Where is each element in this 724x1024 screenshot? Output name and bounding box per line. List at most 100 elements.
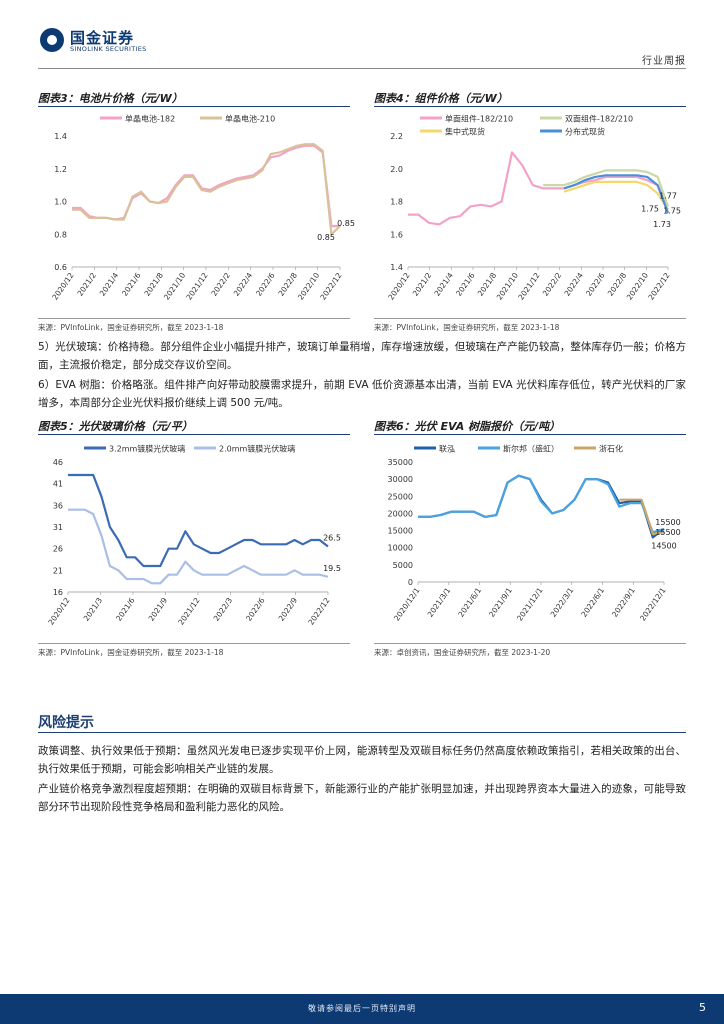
y-tick-label: 21: [53, 566, 63, 575]
y-tick-label: 25000: [388, 492, 413, 501]
legend-label: 分布式现货: [565, 127, 605, 137]
series-line-4: [563, 174, 670, 214]
x-tick-label: 2021/3: [82, 596, 105, 623]
figure-3-source: 来源：PVInfoLink，国金证券研究所，截至 2023-1-18: [38, 323, 224, 332]
x-tick-label: 2021/2: [411, 271, 434, 298]
x-tick-label: 2021/2: [75, 271, 98, 298]
x-tick-label: 2021/4: [98, 271, 121, 298]
x-tick-label: 2022/2: [209, 271, 232, 298]
series-line-2: [68, 508, 329, 585]
data-label: 15500: [655, 528, 680, 537]
x-tick-label: 2020/12: [50, 271, 75, 302]
y-tick-label: 1.2: [54, 165, 67, 174]
series-line-1: [68, 473, 329, 568]
y-tick-label: 0: [408, 578, 413, 587]
x-tick-label: 2022/6: [244, 596, 267, 623]
fig6-svg: 0 5000 10000 15000 20000 25000 30000 35000 2020/…: [388, 444, 681, 623]
data-label: 26.5: [323, 534, 341, 543]
risk-item-policy: 政策调整、执行效果低于预期：虽然风光发电已逐步实现平价上网，能源转型及双碳目标任…: [38, 745, 686, 775]
figure-5-source: 来源：PVInfoLink，国金证券研究所，截至 2023-1-18: [38, 648, 224, 657]
x-tick-label: 2022/8: [276, 271, 299, 298]
figure-5-title: 图表5：光伏玻璃价格（元/平）: [38, 420, 193, 433]
series-line-1: [408, 151, 670, 226]
fig3-svg: 0.6 0.8 1.0 1.2 1.4 2020/12 2021/2 2021/4 2021/6…: [50, 114, 355, 302]
y-tick-label: 35000: [388, 458, 413, 467]
x-tick-label: 2022/4: [232, 271, 255, 298]
header-divider: [38, 68, 686, 69]
y-tick-label: 0.8: [54, 230, 67, 239]
figure-4-source: 来源：PVInfoLink，国金证券研究所，截至 2023-1-18: [374, 323, 560, 332]
y-tick-label: 30000: [388, 475, 413, 484]
x-tick-label: 2022/6: [584, 271, 607, 298]
y-tick-label: 1.8: [390, 198, 403, 207]
y-tick-label: 2.0: [390, 165, 403, 174]
figure-5-bottom-rule: [38, 643, 350, 644]
data-label: 15500: [655, 518, 680, 527]
paragraph-glass: 5）光伏玻璃：价格持稳。部分组件企业小幅提升排产，玻璃订单量稍增，库存增速放缓，…: [38, 341, 686, 371]
legend-label: 联泓: [439, 445, 455, 454]
x-tick-label: 2021/12/1: [515, 586, 545, 623]
figure-3-title: 图表3：电池片价格（元/W）: [38, 92, 183, 105]
legend-label: 3.2mm镀膜光伏玻璃: [109, 444, 185, 454]
risk-section-title: 风险提示: [38, 715, 94, 731]
y-tick-label: 16: [53, 588, 63, 597]
x-tick-label: 2020/12: [386, 271, 411, 302]
page-number: 5: [699, 1001, 706, 1014]
figure-5-chart: 16 21 26 31 36 41 46 2020/12 2021/3 2021/6 2021/9 2…: [38, 440, 350, 640]
x-tick-label: 2022/2: [541, 271, 564, 298]
y-tick-label: 2.2: [390, 132, 403, 141]
page-footer: 敬请参阅最后一页特别声明 5: [0, 994, 724, 1024]
legend-label: 单面组件-182/210: [445, 114, 513, 124]
x-tick-label: 2021/12: [176, 596, 201, 627]
figure-6-title: 图表6：光伏 EVA 树脂报价（元/吨）: [374, 420, 561, 433]
x-tick-label: 2021/6/1: [456, 586, 483, 619]
paragraph-eva: 6）EVA 树脂：价格略涨。组件排产向好带动胶膜需求提升，前期 EVA 低价资源…: [38, 379, 686, 409]
series-line-1: [72, 144, 340, 228]
data-label: 14500: [651, 541, 676, 550]
legend-label: 单晶电池-182: [125, 114, 175, 124]
data-label: 0.85: [317, 233, 335, 242]
risk-section-rule: [38, 732, 686, 733]
x-tick-label: 2020/12: [46, 596, 71, 627]
x-tick-label: 2020/12/1: [392, 586, 422, 623]
x-tick-label: 2022/9/1: [610, 586, 637, 619]
brand-name-cn: 国金证券: [70, 29, 135, 47]
legend-label: 集中式现货: [445, 127, 485, 137]
figure-6-source: 来源：卓创资讯，国金证券研究所，截至 2023-1-20: [374, 648, 551, 657]
series-line-2: [543, 169, 670, 207]
brand-logo-icon: [40, 28, 64, 52]
figure-4-bottom-rule: [374, 318, 686, 319]
figure-4-top-rule: [374, 106, 686, 107]
y-tick-label: 15000: [388, 527, 413, 536]
legend-label: 斯尔邦（盛虹）: [503, 444, 559, 454]
risk-item-competition: 产业链价格竞争激烈程度超预期：在明确的双碳目标背景下，新能源行业的产能扩张明显加…: [38, 783, 686, 813]
brand-name-en: SINOLINK SECURITIES: [70, 45, 147, 53]
x-tick-label: 2022/6: [254, 271, 277, 298]
data-label: 0.85: [337, 219, 355, 228]
x-tick-label: 2021/4: [432, 271, 455, 298]
series-line-3: [619, 498, 665, 536]
y-tick-label: 1.4: [390, 263, 403, 272]
data-label: 1.77: [659, 191, 677, 200]
x-tick-label: 2021/6: [120, 271, 143, 298]
data-label: 19.5: [323, 564, 341, 573]
y-tick-label: 5000: [393, 561, 413, 570]
data-label: 1.75: [663, 207, 681, 216]
data-label: 1.75: [641, 205, 659, 214]
page-header: 国金证券 SINOLINK SECURITIES 行业周报: [0, 0, 724, 70]
series-line-1: [418, 474, 665, 539]
x-tick-label: 2021/12: [184, 271, 209, 302]
legend-label: 双面组件-182/210: [565, 114, 633, 124]
x-tick-label: 2022/6/1: [579, 586, 606, 619]
x-tick-label: 2022/12: [306, 596, 331, 627]
x-tick-label: 2022/12: [318, 271, 343, 302]
x-tick-label: 2022/12: [646, 271, 671, 302]
x-tick-label: 2022/8: [606, 271, 629, 298]
figure-3-bottom-rule: [38, 318, 350, 319]
series-line-3: [563, 180, 669, 211]
x-tick-label: 2022/3/1: [549, 586, 576, 619]
x-tick-label: 2021/8: [476, 271, 499, 298]
footer-disclaimer: 敬请参阅最后一页特别声明: [308, 1004, 416, 1013]
figure-4-title: 图表4：组件价格（元/W）: [374, 92, 508, 105]
data-label: 1.73: [653, 220, 671, 229]
